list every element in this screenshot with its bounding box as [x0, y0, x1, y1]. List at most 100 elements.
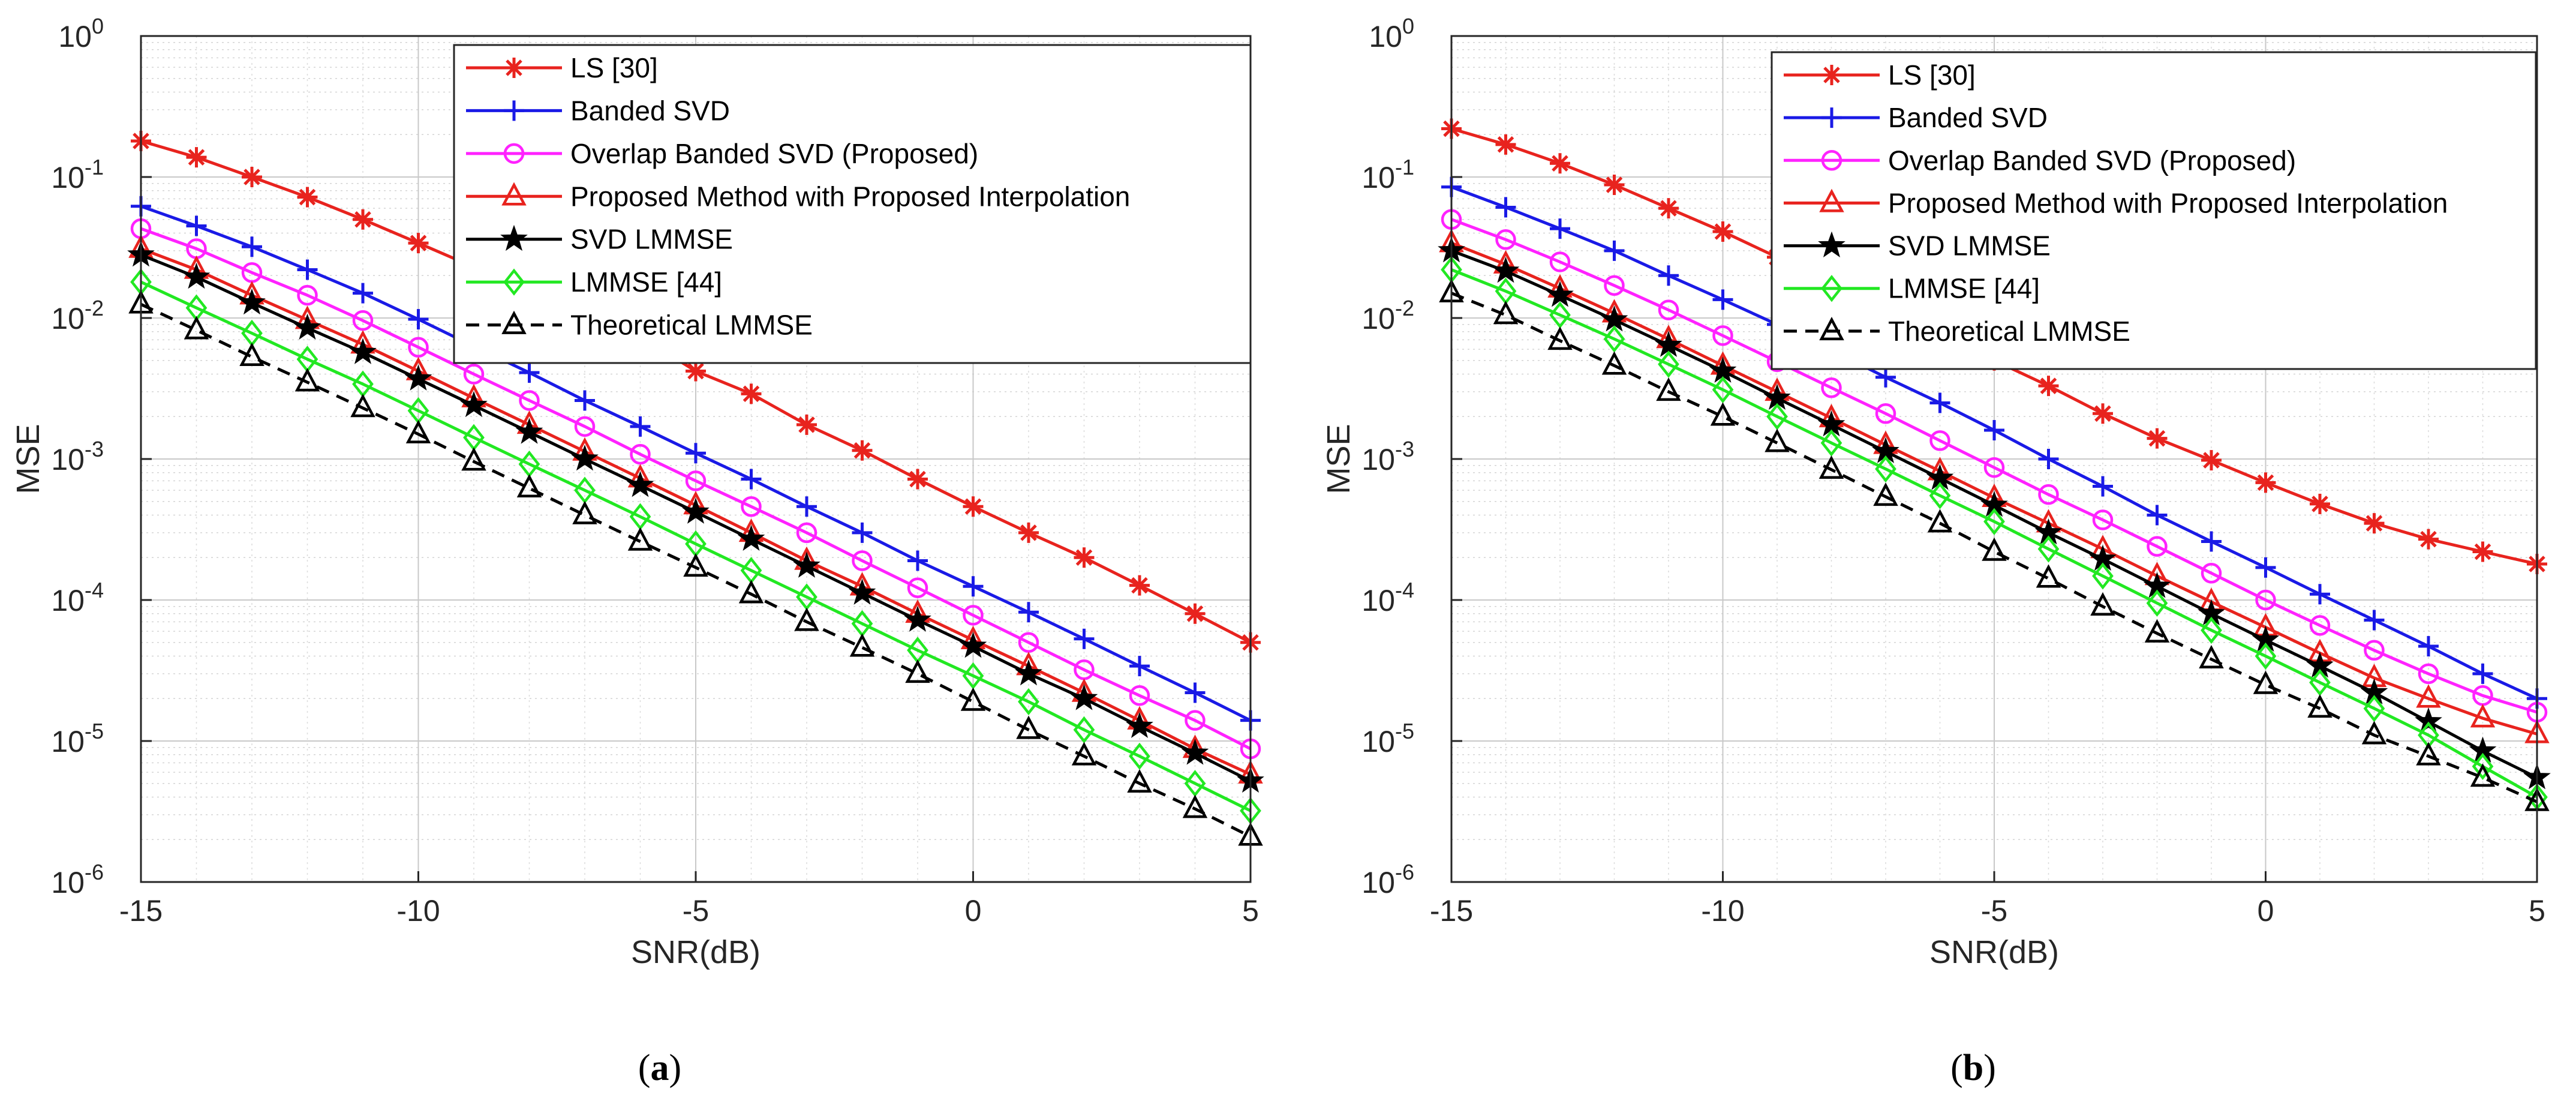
data-point — [1875, 403, 1896, 424]
data-point — [2363, 695, 2385, 722]
legend-item: LS [30] — [466, 52, 658, 83]
x-tick-label: 0 — [965, 894, 982, 928]
data-point — [798, 416, 815, 433]
data-point — [1606, 176, 1623, 193]
data-point — [239, 342, 264, 367]
y-tick-label: 10-4 — [1361, 578, 1414, 617]
legend-label: Theoretical LMMSE — [570, 310, 813, 341]
data-point — [463, 364, 485, 385]
legend-label: Overlap Banded SVD (Proposed) — [1888, 145, 2296, 176]
data-point — [1016, 715, 1041, 739]
series-theory-6 — [128, 290, 1263, 846]
data-point — [1070, 684, 1098, 710]
data-point — [1073, 716, 1095, 744]
series-line — [140, 280, 1252, 812]
data-point — [1820, 429, 1842, 457]
legend-marker — [1819, 188, 1844, 212]
x-tick-label: 5 — [1242, 894, 1259, 928]
data-point — [796, 522, 817, 544]
data-point — [2309, 668, 2331, 697]
data-point — [1714, 223, 1732, 240]
data-point — [244, 169, 260, 185]
legend-label: Banded SVD — [1888, 102, 2048, 133]
data-point — [1821, 377, 1842, 398]
data-point — [907, 577, 928, 598]
legend: LS [30] Banded SVD Overlap Banded SVD (Pro… — [1771, 51, 2537, 370]
data-point — [2307, 694, 2332, 718]
data-point — [184, 316, 209, 340]
data-point — [2309, 615, 2331, 636]
data-point — [1818, 455, 1844, 479]
legend-label: Proposed Method with Proposed Interpolat… — [1888, 187, 2448, 218]
data-point — [849, 633, 875, 657]
data-point — [1127, 769, 1152, 793]
data-point — [905, 659, 930, 683]
legend-label: SVD LMMSE — [1888, 230, 2051, 262]
x-tick-label: -15 — [1430, 894, 1473, 928]
data-point — [1497, 136, 1514, 153]
data-point — [685, 470, 707, 491]
data-point — [299, 188, 316, 206]
data-point — [2255, 642, 2277, 670]
data-point — [626, 471, 654, 497]
legend-item: Proposed Method with Proposed Interpolat… — [466, 181, 1130, 212]
data-point — [1018, 632, 1039, 653]
legend-item: LS [30] — [1784, 59, 1976, 91]
data-point — [737, 524, 765, 551]
series-theory-6 — [1439, 278, 2550, 811]
data-point — [1182, 794, 1208, 818]
legend-item: LMMSE [44] — [466, 266, 722, 298]
chart-panel-b: -15 -10 -5 0 5 100 10-1 10-2 10-3 10-4 10-5 10-6 SNR… — [1321, 14, 2551, 1088]
data-point — [963, 605, 984, 626]
data-point — [1495, 229, 1516, 250]
data-point — [962, 662, 984, 689]
legend-item: Banded SVD — [466, 95, 730, 126]
data-point — [2037, 535, 2060, 563]
legend-marker — [503, 268, 525, 296]
y-axis-label: MSE — [10, 424, 46, 494]
data-point — [238, 288, 266, 315]
data-point — [2472, 752, 2494, 781]
data-point — [1655, 331, 1682, 357]
y-tick-label: 10-2 — [51, 296, 104, 335]
legend-label: LMMSE [44] — [570, 266, 722, 298]
data-point — [404, 364, 432, 391]
data-point — [2094, 405, 2111, 422]
data-point — [687, 362, 704, 380]
data-point — [2038, 484, 2059, 505]
legend-label: LS [30] — [570, 52, 658, 83]
data-point — [2255, 589, 2276, 611]
data-point — [2365, 515, 2383, 532]
data-point — [1126, 712, 1153, 739]
data-point — [2092, 509, 2114, 530]
y-tick-label: 100 — [1369, 14, 1414, 53]
data-point — [1131, 577, 1148, 594]
data-point — [182, 262, 211, 289]
data-point — [1493, 301, 1519, 325]
data-point — [2416, 684, 2441, 708]
data-point — [1015, 659, 1042, 686]
data-point — [1492, 256, 1520, 283]
data-point — [904, 605, 931, 632]
data-point — [852, 550, 873, 571]
x-tick-label: -5 — [683, 894, 709, 928]
data-point — [2416, 742, 2441, 766]
legend-box — [453, 44, 1252, 364]
data-point — [1766, 403, 1788, 430]
data-point — [683, 553, 708, 577]
legend-box — [1771, 51, 2537, 370]
data-point — [410, 235, 427, 251]
data-point — [516, 473, 542, 498]
data-point — [1552, 155, 1568, 172]
legend-item: Banded SVD — [1784, 102, 2048, 133]
data-point — [297, 284, 318, 306]
legend-item: LMMSE [44] — [1784, 273, 2040, 304]
series-line — [1451, 268, 2538, 799]
legend-label: Proposed Method with Proposed Interpolat… — [570, 181, 1130, 212]
data-point — [2090, 592, 2115, 616]
x-tick-label: 5 — [2529, 894, 2545, 928]
data-point — [793, 551, 820, 578]
data-point — [1547, 326, 1573, 350]
data-point — [293, 313, 321, 340]
